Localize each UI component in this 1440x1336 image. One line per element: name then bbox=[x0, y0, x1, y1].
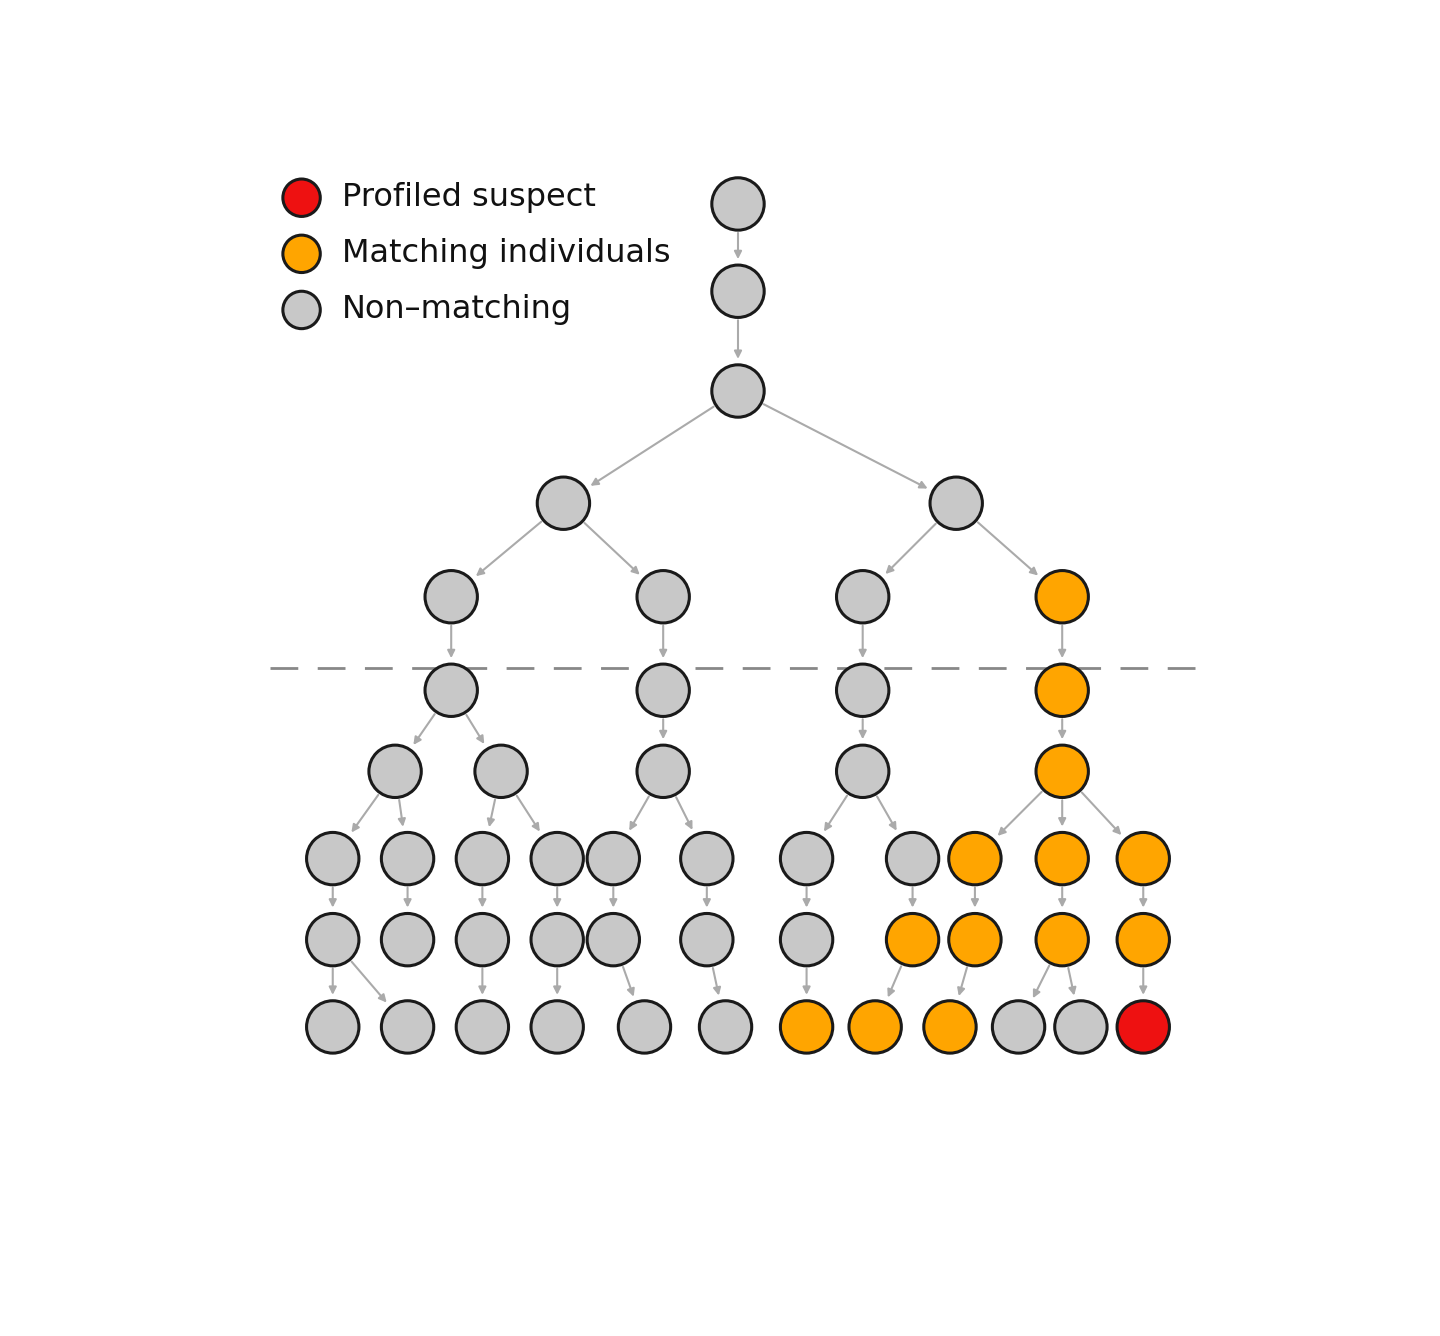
Circle shape bbox=[949, 914, 1001, 966]
Circle shape bbox=[1035, 832, 1089, 884]
Circle shape bbox=[1117, 914, 1169, 966]
Circle shape bbox=[382, 1001, 433, 1053]
Circle shape bbox=[681, 914, 733, 966]
Circle shape bbox=[636, 664, 690, 716]
Circle shape bbox=[949, 832, 1001, 884]
Circle shape bbox=[456, 1001, 508, 1053]
Circle shape bbox=[369, 745, 422, 798]
Circle shape bbox=[636, 745, 690, 798]
Circle shape bbox=[425, 570, 478, 623]
Circle shape bbox=[850, 1001, 901, 1053]
Circle shape bbox=[887, 832, 939, 884]
Circle shape bbox=[282, 179, 320, 216]
Circle shape bbox=[307, 1001, 359, 1053]
Circle shape bbox=[930, 477, 982, 529]
Circle shape bbox=[537, 477, 589, 529]
Circle shape bbox=[531, 914, 583, 966]
Circle shape bbox=[837, 745, 888, 798]
Circle shape bbox=[780, 832, 832, 884]
Circle shape bbox=[531, 832, 583, 884]
Circle shape bbox=[425, 664, 478, 716]
Circle shape bbox=[382, 832, 433, 884]
Circle shape bbox=[282, 291, 320, 329]
Circle shape bbox=[700, 1001, 752, 1053]
Circle shape bbox=[456, 914, 508, 966]
Text: Non–matching: Non–matching bbox=[343, 294, 572, 326]
Circle shape bbox=[1035, 745, 1089, 798]
Circle shape bbox=[837, 664, 888, 716]
Circle shape bbox=[711, 265, 765, 318]
Circle shape bbox=[924, 1001, 976, 1053]
Circle shape bbox=[711, 365, 765, 417]
Circle shape bbox=[307, 914, 359, 966]
Circle shape bbox=[1035, 570, 1089, 623]
Circle shape bbox=[887, 914, 939, 966]
Circle shape bbox=[636, 570, 690, 623]
Text: Profiled suspect: Profiled suspect bbox=[343, 182, 596, 214]
Circle shape bbox=[588, 914, 639, 966]
Circle shape bbox=[1054, 1001, 1107, 1053]
Circle shape bbox=[1035, 914, 1089, 966]
Circle shape bbox=[456, 832, 508, 884]
Circle shape bbox=[307, 832, 359, 884]
Circle shape bbox=[382, 914, 433, 966]
Circle shape bbox=[1117, 1001, 1169, 1053]
Circle shape bbox=[618, 1001, 671, 1053]
Text: Matching individuals: Matching individuals bbox=[343, 238, 671, 270]
Circle shape bbox=[837, 570, 888, 623]
Circle shape bbox=[531, 1001, 583, 1053]
Circle shape bbox=[681, 832, 733, 884]
Circle shape bbox=[780, 914, 832, 966]
Circle shape bbox=[475, 745, 527, 798]
Circle shape bbox=[588, 832, 639, 884]
Circle shape bbox=[1035, 664, 1089, 716]
Circle shape bbox=[992, 1001, 1045, 1053]
Circle shape bbox=[711, 178, 765, 230]
Circle shape bbox=[1117, 832, 1169, 884]
Circle shape bbox=[282, 235, 320, 273]
Circle shape bbox=[780, 1001, 832, 1053]
